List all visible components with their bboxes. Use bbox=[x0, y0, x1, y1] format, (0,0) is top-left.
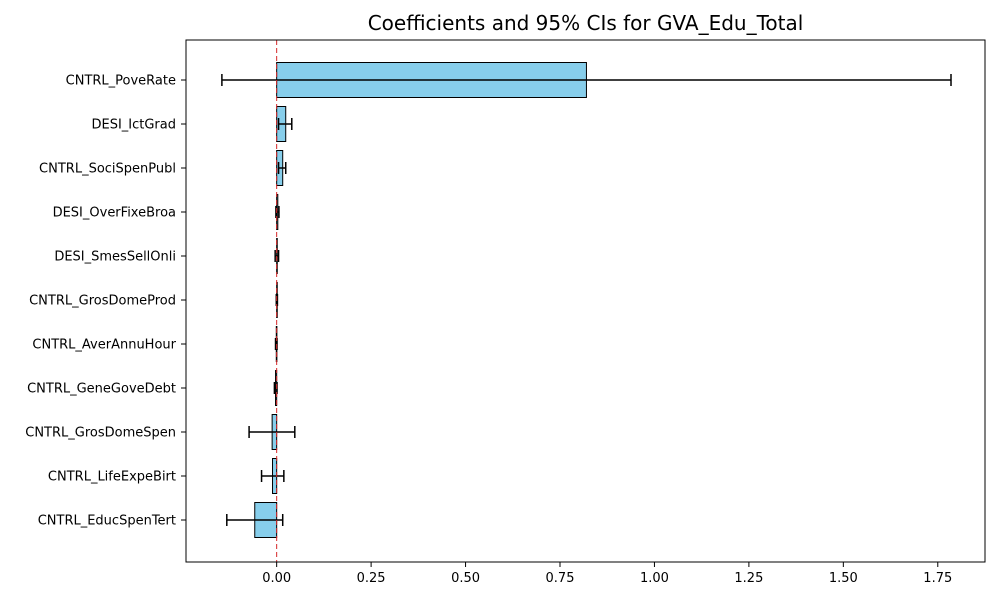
error-bar-CNTRL_GrosDomeSpen bbox=[248, 426, 296, 438]
error-bar-CNTRL_LifeExpeBirt bbox=[260, 470, 285, 482]
x-tick-label: 0.25 bbox=[357, 571, 386, 586]
y-tick-label: CNTRL_PoveRate bbox=[66, 74, 176, 89]
x-tick-label: 0.75 bbox=[546, 571, 575, 586]
y-tick-label: DESI_SmesSellOnli bbox=[54, 250, 176, 265]
y-tick-label: CNTRL_LifeExpeBirt bbox=[48, 470, 176, 485]
y-tick-label: DESI_OverFixeBroa bbox=[53, 206, 176, 221]
x-tick-label: 1.00 bbox=[640, 571, 669, 586]
error-bar-CNTRL_PoveRate bbox=[221, 74, 952, 86]
x-tick-label: 1.75 bbox=[923, 571, 952, 586]
x-tick-label: 0.00 bbox=[262, 571, 291, 586]
plot-frame bbox=[185, 39, 986, 563]
error-bar-CNTRL_EducSpenTert bbox=[226, 514, 284, 526]
y-tick-label: DESI_IctGrad bbox=[91, 118, 176, 133]
chart-title: Coefficients and 95% CIs for GVA_Edu_Tot… bbox=[367, 11, 804, 35]
y-tick-label: CNTRL_SociSpenPubl bbox=[39, 162, 176, 177]
x-tick-label: 0.50 bbox=[451, 571, 480, 586]
x-tick-label: 1.50 bbox=[829, 571, 858, 586]
y-tick-label: CNTRL_EducSpenTert bbox=[38, 514, 176, 529]
error-bar-DESI_IctGrad bbox=[277, 118, 293, 130]
y-tick-label: CNTRL_GeneGoveDebt bbox=[27, 382, 176, 397]
error-bar-CNTRL_SociSpenPubl bbox=[277, 162, 287, 174]
y-tick-label: CNTRL_GrosDomeSpen bbox=[25, 426, 176, 441]
y-tick-label: CNTRL_AverAnnuHour bbox=[32, 338, 176, 353]
y-tick-label: CNTRL_GrosDomeProd bbox=[29, 294, 176, 309]
x-tick-label: 1.25 bbox=[734, 571, 763, 586]
